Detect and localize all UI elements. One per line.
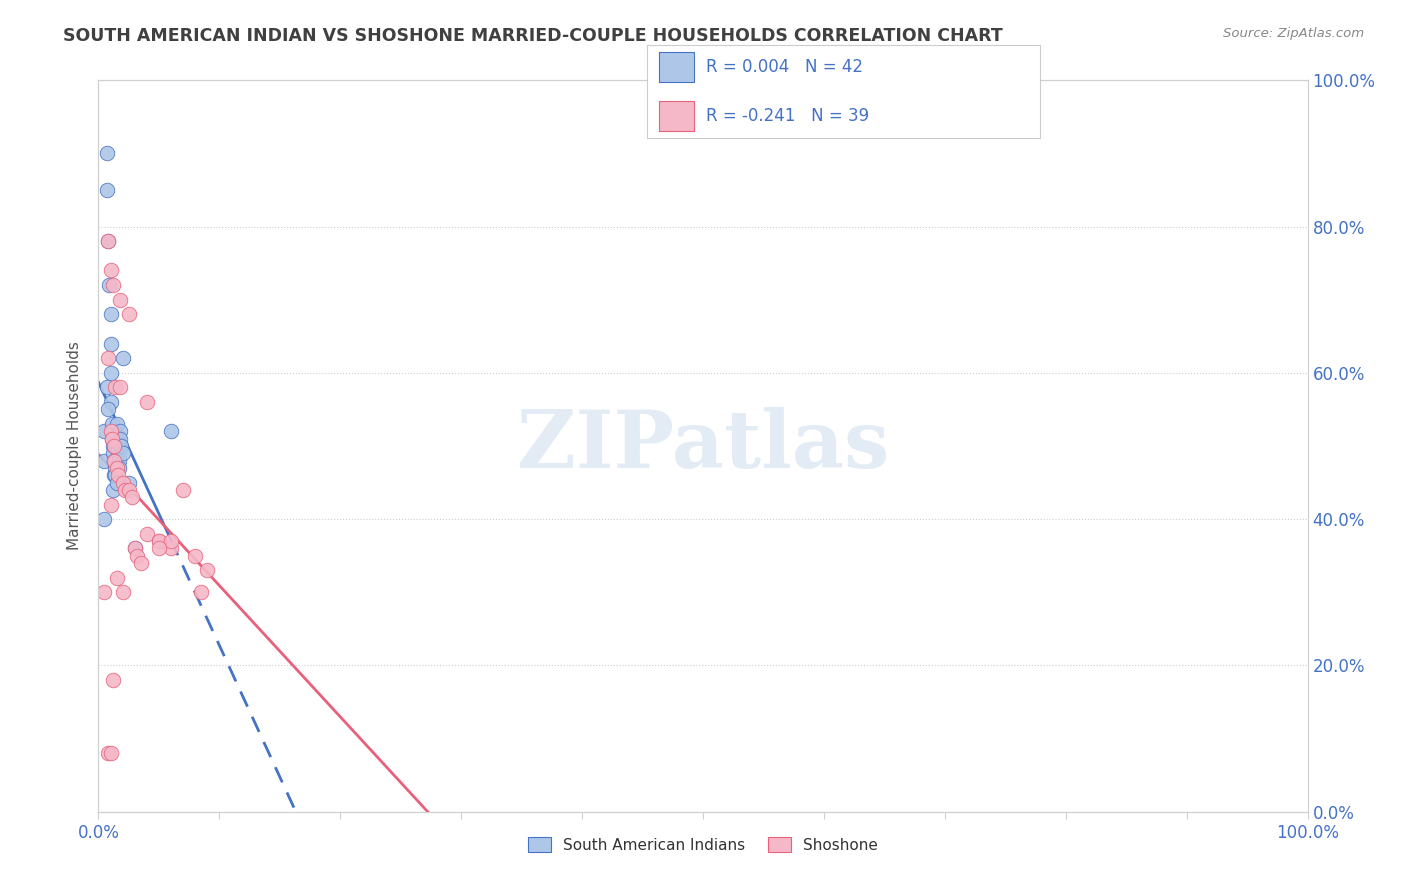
Point: [148, 534, 170, 549]
Point: [101, 278, 124, 293]
Text: ZIPatlas: ZIPatlas: [517, 407, 889, 485]
Point: [100, 366, 122, 380]
Point: [97, 746, 120, 760]
Point: [105, 432, 128, 446]
Point: [100, 746, 122, 760]
Point: [97, 234, 120, 248]
Point: [101, 446, 124, 460]
Point: [105, 571, 128, 585]
Point: [172, 483, 194, 497]
Point: [97, 402, 120, 417]
Point: [103, 439, 125, 453]
Point: [100, 425, 122, 439]
Point: [160, 541, 183, 556]
Point: [96, 380, 118, 394]
Point: [124, 541, 146, 556]
Point: [105, 417, 128, 431]
Point: [96, 146, 118, 161]
Point: [101, 483, 124, 497]
Point: [160, 534, 183, 549]
Point: [107, 446, 129, 460]
FancyBboxPatch shape: [658, 101, 695, 131]
Text: R = 0.004   N = 42: R = 0.004 N = 42: [706, 58, 863, 76]
Point: [103, 453, 125, 467]
Point: [148, 534, 170, 549]
Point: [108, 293, 131, 307]
Point: [100, 432, 122, 446]
Point: [108, 380, 131, 394]
Point: [104, 453, 127, 467]
Point: [104, 461, 127, 475]
Point: [105, 439, 128, 453]
Point: [93, 453, 115, 467]
Point: [118, 307, 141, 321]
Point: [97, 351, 120, 366]
Point: [111, 585, 134, 599]
Point: [100, 336, 122, 351]
Point: [108, 432, 131, 446]
Point: [103, 453, 125, 467]
Point: [110, 439, 132, 453]
Point: [195, 563, 218, 577]
Point: [104, 439, 127, 453]
Text: R = -0.241   N = 39: R = -0.241 N = 39: [706, 107, 869, 125]
Point: [111, 351, 134, 366]
Point: [121, 490, 143, 504]
Point: [124, 541, 146, 556]
Point: [127, 549, 149, 563]
Point: [100, 395, 122, 409]
Point: [111, 475, 134, 490]
Point: [129, 556, 152, 570]
Point: [101, 673, 124, 687]
Point: [93, 512, 115, 526]
Point: [118, 475, 141, 490]
Point: [160, 425, 183, 439]
Point: [97, 234, 120, 248]
Point: [114, 483, 136, 497]
Point: [100, 263, 122, 277]
Text: Source: ZipAtlas.com: Source: ZipAtlas.com: [1223, 27, 1364, 40]
Point: [108, 461, 131, 475]
Point: [100, 307, 122, 321]
Point: [107, 439, 129, 453]
Point: [100, 498, 122, 512]
Point: [103, 439, 125, 453]
Point: [104, 468, 127, 483]
Point: [100, 432, 122, 446]
Point: [108, 453, 131, 467]
Point: [107, 468, 129, 483]
Point: [93, 585, 115, 599]
Point: [98, 278, 121, 293]
Point: [101, 439, 124, 453]
Point: [108, 425, 131, 439]
Point: [148, 541, 170, 556]
Point: [190, 585, 212, 599]
Point: [96, 183, 118, 197]
FancyBboxPatch shape: [658, 52, 695, 82]
Legend: South American Indians, Shoshone: South American Indians, Shoshone: [522, 831, 884, 859]
Point: [103, 468, 125, 483]
Point: [101, 425, 124, 439]
Point: [118, 483, 141, 497]
Point: [104, 380, 127, 394]
Point: [111, 446, 134, 460]
Point: [105, 475, 128, 490]
Text: SOUTH AMERICAN INDIAN VS SHOSHONE MARRIED-COUPLE HOUSEHOLDS CORRELATION CHART: SOUTH AMERICAN INDIAN VS SHOSHONE MARRIE…: [63, 27, 1002, 45]
Point: [184, 549, 207, 563]
Point: [135, 395, 157, 409]
Point: [100, 417, 122, 431]
Point: [93, 425, 115, 439]
Y-axis label: Married-couple Households: Married-couple Households: [67, 342, 83, 550]
Point: [135, 526, 157, 541]
Point: [105, 461, 128, 475]
